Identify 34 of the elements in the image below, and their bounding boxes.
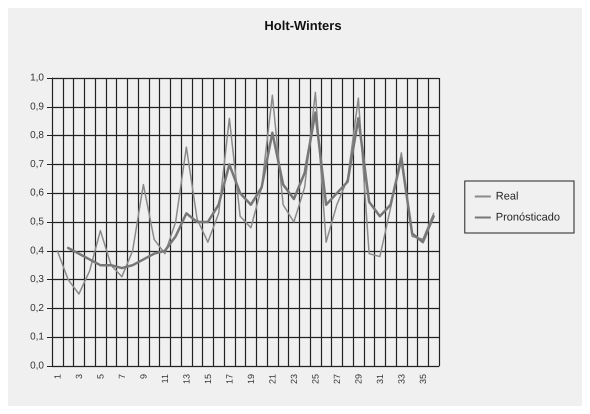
y-tick-label: 0,6 [30, 188, 44, 199]
x-tick-label: 3 [74, 374, 84, 380]
x-tick-label: 21 [267, 374, 278, 384]
line-series [66, 111, 435, 270]
legend-label: Pronósticado [496, 212, 560, 224]
x-tick-label: 25 [310, 374, 320, 384]
x-tick-label: 13 [181, 374, 192, 384]
x-tick-label: 19 [246, 374, 256, 384]
y-tick-label: 0,4 [30, 245, 44, 256]
chart-title: Holt-Winters [264, 18, 342, 33]
x-tick-label: 33 [396, 374, 406, 384]
x-tick-label: 17 [224, 374, 234, 384]
x-tick-label: 27 [332, 374, 342, 384]
x-tick-label: 9 [138, 374, 148, 380]
x-tick-label: 29 [353, 374, 364, 384]
y-tick-label: 0,7 [30, 158, 44, 170]
y-tick-label: 0,1 [30, 332, 44, 343]
y-tick-label: 0,8 [30, 130, 44, 142]
legend-label: Real [496, 190, 518, 202]
x-tick-label: 7 [116, 374, 127, 380]
line-series [56, 92, 434, 295]
x-tick-label: 31 [374, 374, 385, 384]
y-tick-label: 0,3 [30, 274, 44, 286]
x-tick-label: 1 [52, 374, 62, 380]
x-tick-label: 35 [418, 374, 428, 384]
x-tick-label: 23 [288, 374, 299, 384]
y-tick-label: 0,0 [30, 360, 44, 372]
x-tick-label: 5 [95, 374, 106, 380]
y-tick-label: 0,9 [30, 101, 44, 112]
x-tick-label: 11 [160, 374, 170, 384]
y-tick-label: 1,0 [30, 72, 44, 84]
y-tick-label: 0,2 [30, 302, 44, 314]
x-tick-label: 15 [202, 374, 213, 384]
y-tick-label: 0,5 [30, 216, 44, 228]
